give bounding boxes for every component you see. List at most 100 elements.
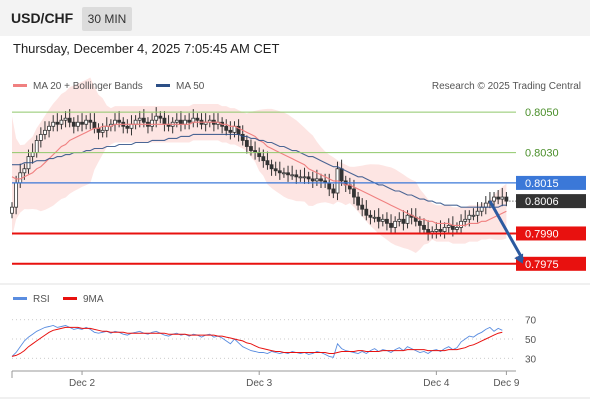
candle	[43, 121, 47, 140]
candle-body	[265, 160, 270, 166]
candle-body	[179, 119, 183, 125]
candle-body	[43, 129, 47, 135]
candle	[187, 113, 192, 130]
candle	[310, 171, 315, 188]
candle-body	[117, 119, 122, 123]
candle-body	[240, 133, 245, 141]
rsi-tick-label: 30	[525, 354, 537, 365]
candle-body	[30, 152, 35, 158]
candle-body	[71, 121, 76, 127]
candle-body	[137, 117, 142, 121]
candle-body	[450, 224, 455, 230]
candle-body	[34, 140, 39, 153]
candle-body	[158, 115, 163, 119]
candle-body	[310, 178, 315, 182]
candle-body	[302, 176, 307, 179]
candle-body	[174, 119, 179, 123]
candle	[282, 167, 286, 178]
candle	[401, 210, 406, 231]
candle-body	[129, 123, 134, 129]
candle-body	[294, 174, 299, 178]
symbol-label: USD/CHF	[11, 10, 74, 26]
candle-body	[224, 125, 229, 131]
candle-body	[422, 224, 426, 230]
candle-body	[339, 168, 344, 182]
chart-credit: Research © 2025 Trading Central	[432, 81, 581, 92]
candle-body	[125, 125, 130, 129]
candle-body	[492, 196, 496, 202]
candle	[331, 183, 336, 199]
x-tick-label: Dec 9	[493, 378, 520, 389]
candle	[228, 121, 233, 140]
candle-body	[228, 129, 233, 133]
candle	[352, 179, 356, 205]
legend-entry: MA 20 + Bollinger Bands	[33, 81, 143, 92]
candle-body	[446, 224, 451, 228]
candle	[100, 123, 105, 138]
candle-body	[434, 229, 439, 232]
candle-body	[195, 117, 200, 121]
candle-body	[463, 218, 468, 222]
candle	[63, 111, 68, 128]
rsi-tick-label: 70	[525, 316, 537, 327]
candle-body	[360, 204, 365, 210]
x-tick-label: Dec 2	[69, 378, 96, 389]
candle-body	[96, 127, 101, 133]
level-label: 0.8006	[525, 196, 559, 208]
candle	[356, 192, 360, 211]
candle	[422, 218, 426, 235]
x-tick-label: Dec 4	[423, 378, 450, 389]
candle-body	[10, 206, 14, 214]
rsi-pane: RSI 9MA 70 50 30	[11, 294, 537, 365]
candle-body	[67, 117, 72, 123]
candle	[244, 135, 249, 154]
candle-body	[442, 226, 447, 232]
candle-body	[59, 119, 64, 125]
candle-body	[500, 196, 505, 200]
candle-body	[314, 178, 319, 182]
candle-body	[277, 170, 282, 174]
candle-body	[244, 140, 249, 147]
candle	[277, 161, 282, 180]
candle	[51, 115, 56, 132]
candle	[38, 127, 43, 148]
candle	[240, 125, 245, 146]
level-label: 0.7990	[525, 228, 559, 240]
chart-legend: MA 20 + Bollinger Bands MA 50 Research © 2…	[13, 81, 581, 92]
candle-body	[76, 121, 80, 127]
candle-body	[459, 220, 463, 228]
candle-body	[352, 188, 356, 198]
candle	[265, 151, 270, 170]
rsi-legend-swatch	[13, 297, 27, 300]
candle	[306, 171, 311, 184]
candle-body	[475, 210, 480, 216]
timeframe-button[interactable]: 30 MIN	[82, 7, 132, 31]
candle	[364, 200, 369, 221]
candle-body	[92, 121, 97, 129]
candle-body	[104, 125, 109, 131]
candle-body	[286, 172, 290, 176]
chart-datetime: Thursday, December 4, 2025 7:05:45 AM CE…	[13, 41, 280, 56]
candle	[463, 210, 468, 227]
candle-body	[393, 220, 398, 228]
candle	[150, 113, 154, 132]
candle-body	[479, 206, 484, 212]
candle-body	[483, 202, 488, 208]
level-label: 0.8050	[525, 107, 559, 119]
candle	[195, 113, 200, 128]
candle-body	[183, 119, 187, 125]
candle-body	[261, 156, 266, 162]
candle	[372, 210, 377, 223]
candle	[269, 159, 274, 176]
candle	[459, 214, 463, 235]
candle-body	[331, 188, 336, 194]
candle-body	[389, 222, 393, 228]
candle-body	[162, 117, 167, 125]
candle	[376, 208, 381, 229]
candle-body	[290, 174, 295, 177]
candle-body	[38, 133, 43, 141]
candle-body	[80, 121, 84, 125]
candle-body	[154, 115, 159, 121]
candle	[286, 165, 290, 182]
